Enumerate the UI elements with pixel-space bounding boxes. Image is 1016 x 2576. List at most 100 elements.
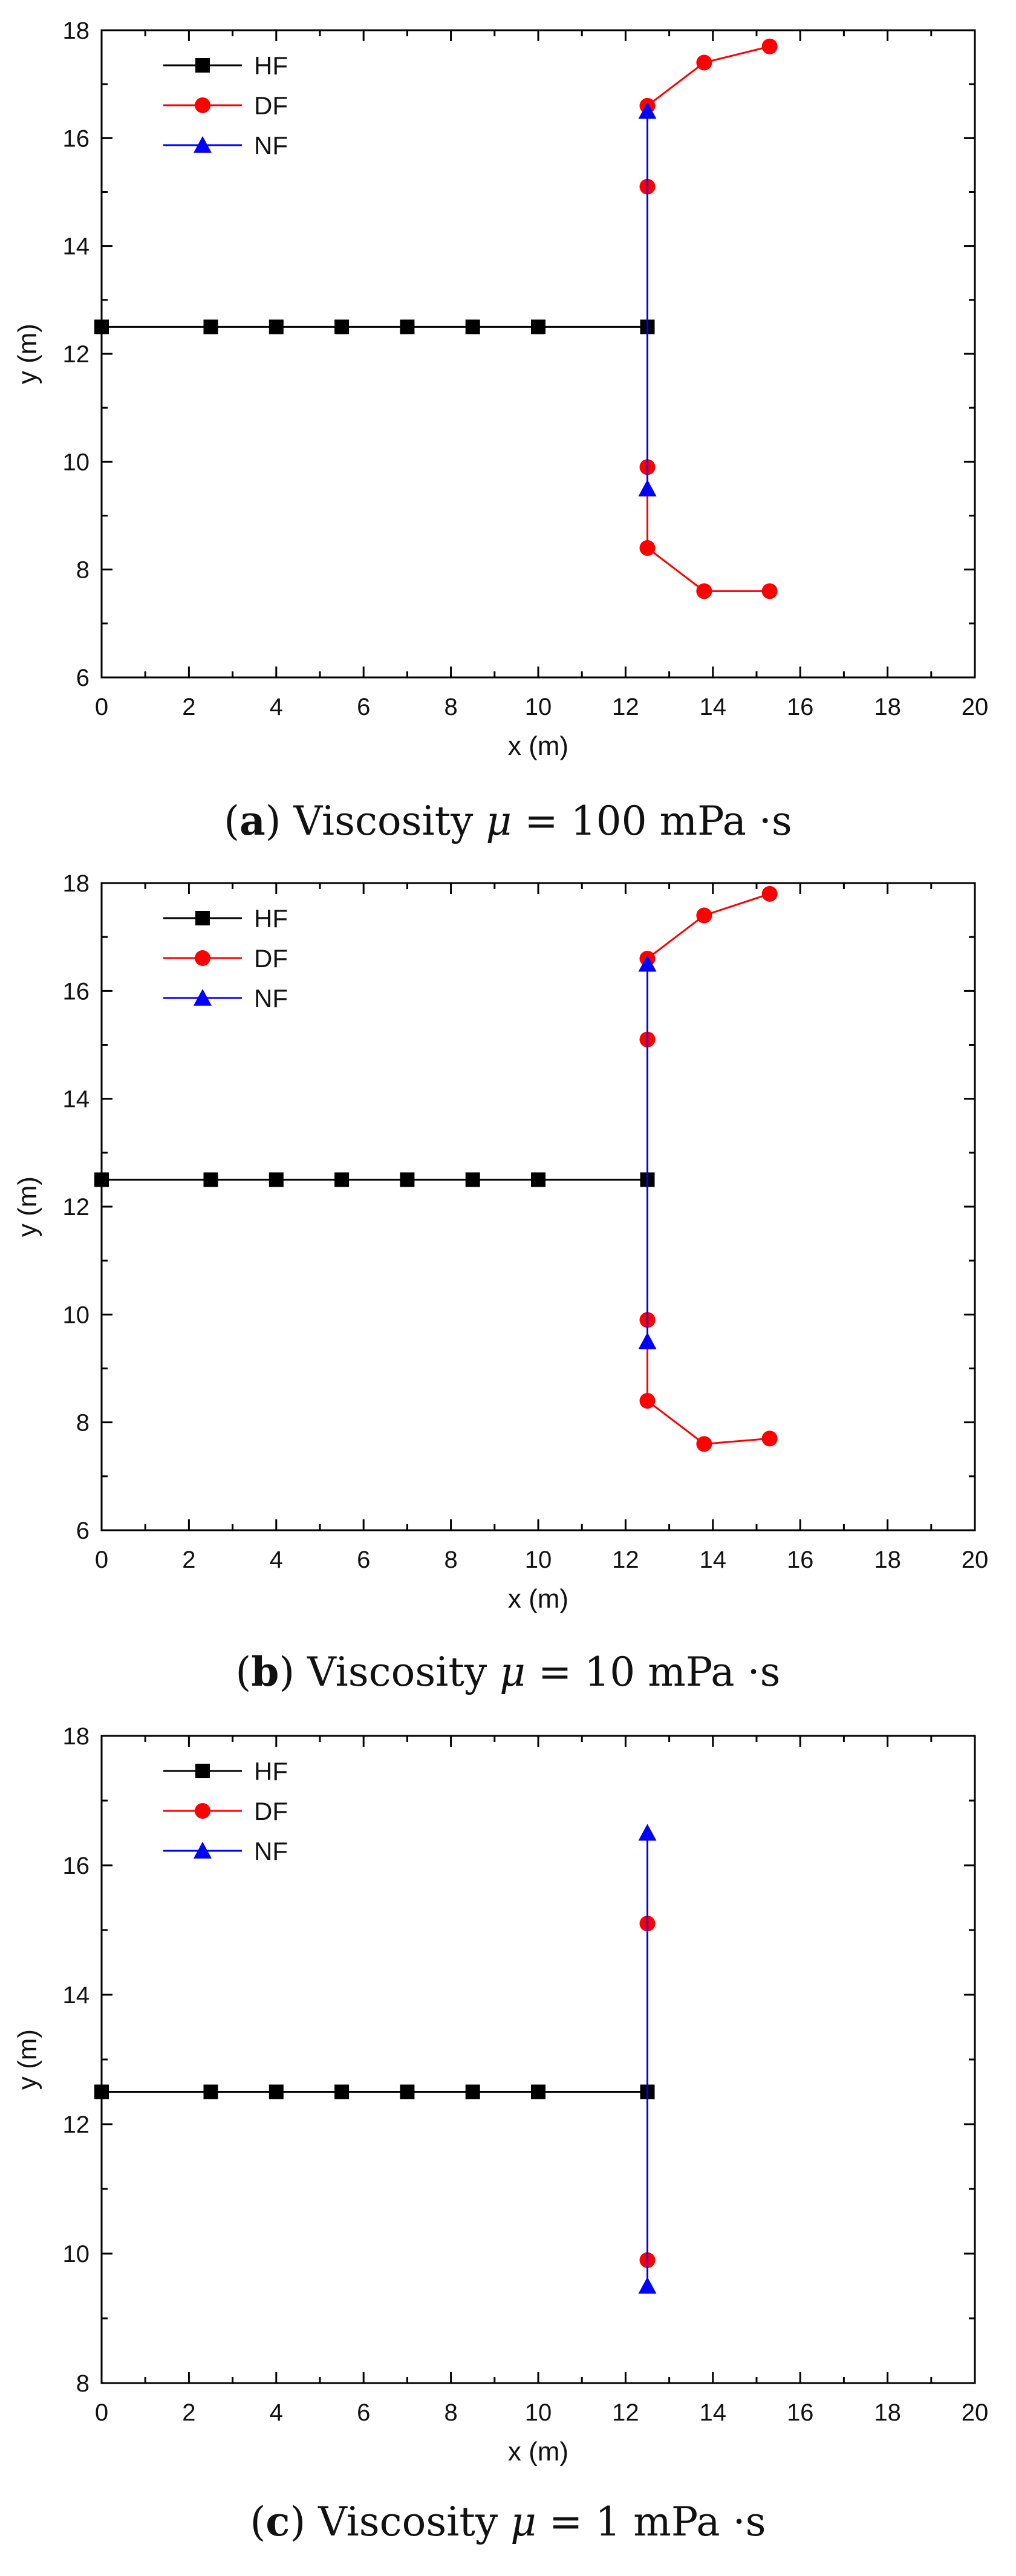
legend-label-nf-c: NF: [254, 1837, 288, 1865]
series-hf-point-c-2: [269, 2084, 284, 2099]
series-df-point-a-7: [761, 583, 778, 599]
series-df-point-a-1: [696, 54, 712, 71]
series-hf-point-c-1: [203, 2084, 218, 2099]
series-df-point-a-2: [761, 38, 778, 54]
series-hf-point-a-1: [203, 319, 218, 334]
panel-b: 0 2 4 6 8 10 12 14 16 18 20 6 8 10 12 14 16 18 x (m) y (m) H…: [0, 853, 1016, 1639]
series-nf-point-a-0: [638, 102, 657, 119]
legend-label-hf-a: HF: [254, 51, 288, 80]
x-tick-label-c-2: 2: [182, 2399, 195, 2426]
x-tick-label-c-8: 8: [444, 2399, 457, 2426]
y-tick-label-c-14: 14: [63, 1982, 90, 2009]
series-df-line-a-0: [646, 45, 770, 107]
caption-a-text: Viscosity: [293, 798, 474, 844]
legend-marker-nf-a: [194, 136, 212, 153]
x-tick-label-b-16: 16: [787, 1547, 814, 1573]
series-df-point-b-2: [761, 885, 778, 902]
series-hf-point-a-5: [465, 319, 480, 334]
y-tick-label-c-10: 10: [63, 2241, 90, 2268]
y-tick-label-c-8: 8: [76, 2370, 90, 2397]
legend-marker-df-b: [195, 950, 210, 966]
caption-a-eq: =: [524, 798, 558, 844]
series-hf-point-b-3: [334, 1172, 350, 1187]
y-tick-label-a-18: 18: [63, 18, 90, 44]
plot-frame-c: [100, 1735, 976, 2384]
x-tick-label-a-10: 10: [525, 694, 552, 720]
x-tick-label-a-8: 8: [444, 694, 457, 720]
series-hf-point-c-6: [531, 2084, 545, 2099]
series-df-point-b-5: [639, 1393, 656, 1409]
series-nf-point-c-0: [638, 1824, 657, 1841]
legend-label-hf-c: HF: [254, 1757, 288, 1785]
series-df-point-b-7: [761, 1430, 778, 1447]
series-nf-point-c-1: [638, 2277, 657, 2294]
x-tick-label-c-20: 20: [962, 2399, 989, 2426]
caption-a-letter: a: [239, 797, 265, 844]
x-tick-label-b-4: 4: [270, 1547, 283, 1573]
series-hf-point-b-6: [531, 1172, 545, 1187]
x-tick-label-b-18: 18: [874, 1547, 901, 1573]
caption-c-letter: c: [265, 2498, 290, 2545]
series-df-line-a-2: [646, 467, 770, 592]
series-hf-point-b-1: [203, 1172, 218, 1187]
caption-c-eq: =: [549, 2499, 583, 2545]
legend-label-nf-a: NF: [254, 131, 288, 160]
panel-a: 0 2 4 6 8 10 12 14 16 18 20 6 8 10 12 14 16 18 x (m) y (m) H…: [0, 0, 1016, 786]
caption-b-letter: b: [251, 1648, 279, 1695]
x-axis-label-a: x (m): [508, 731, 568, 761]
legend-marker-hf-c: [195, 1764, 210, 1778]
series-hf-point-c-4: [400, 2084, 415, 2099]
x-tick-label-c-0: 0: [95, 2399, 108, 2426]
series-hf-point-a-4: [400, 319, 415, 334]
caption-c-symbol: μ: [510, 2499, 537, 2545]
x-tick-label-c-14: 14: [700, 2399, 727, 2426]
legend-marker-hf-b: [195, 911, 210, 925]
x-tick-label-b-8: 8: [444, 1547, 457, 1573]
caption-b-text: Viscosity: [307, 1649, 487, 1695]
series-hf-point-b-4: [400, 1172, 415, 1187]
plot-frame-a: [100, 29, 976, 679]
caption-a: (a) Viscosity μ = 100 mPa ·s: [224, 797, 792, 844]
x-tick-label-c-18: 18: [874, 2399, 901, 2426]
series-hf-point-c-0: [94, 2084, 109, 2099]
legend-label-df-b: DF: [254, 944, 288, 973]
x-axis-label-b: x (m): [508, 1584, 568, 1614]
x-tick-label-c-6: 6: [357, 2399, 370, 2426]
legend-label-hf-b: HF: [254, 904, 288, 933]
series-nf-point-a-1: [638, 479, 657, 497]
x-tick-label-a-20: 20: [962, 694, 989, 720]
y-tick-label-b-14: 14: [63, 1086, 90, 1113]
x-tick-label-b-2: 2: [182, 1547, 195, 1573]
series-hf-point-c-3: [334, 2084, 350, 2099]
chart-b: 0 2 4 6 8 10 12 14 16 18 20 6 8 10 12 14 16 18 x (m) y (m) H…: [13, 870, 988, 1614]
y-tick-label-a-14: 14: [63, 233, 90, 260]
y-tick-label-a-10: 10: [63, 449, 90, 475]
caption-c: (c) Viscosity μ = 1 mPa ·s: [250, 2498, 766, 2545]
y-tick-label-a-8: 8: [76, 557, 90, 584]
x-tick-label-a-14: 14: [700, 694, 727, 720]
legend-marker-hf-a: [195, 58, 210, 73]
y-tick-label-b-10: 10: [63, 1302, 90, 1328]
x-tick-label-a-18: 18: [874, 694, 901, 720]
x-tick-label-a-12: 12: [612, 694, 639, 720]
series-hf-point-a-3: [334, 319, 350, 334]
panel-c: 0 2 4 6 8 10 12 14 16 18 20 8 10 12 14 16 18 x (m) y (m) HF…: [0, 1706, 1016, 2492]
y-tick-label-a-6: 6: [76, 665, 90, 691]
x-tick-label-b-10: 10: [525, 1547, 552, 1573]
legend-marker-df-c: [195, 1803, 210, 1819]
y-axis-label-b: y (m): [13, 1176, 42, 1237]
y-tick-label-b-12: 12: [63, 1194, 90, 1221]
series-hf-point-b-5: [465, 1172, 480, 1187]
legend-label-df-a: DF: [254, 91, 288, 120]
y-tick-label-b-18: 18: [63, 870, 90, 897]
x-tick-label-a-16: 16: [787, 694, 814, 720]
plot-frame-b: [100, 882, 976, 1531]
y-tick-label-b-6: 6: [76, 1518, 90, 1544]
x-tick-label-a-2: 2: [182, 694, 195, 720]
legend-marker-nf-c: [194, 1842, 212, 1859]
series-hf-point-a-6: [531, 319, 545, 334]
x-tick-label-b-0: 0: [95, 1547, 108, 1573]
series-df-point-b-1: [696, 907, 712, 924]
x-tick-label-b-14: 14: [700, 1547, 727, 1573]
series-df-point-a-6: [696, 583, 712, 599]
